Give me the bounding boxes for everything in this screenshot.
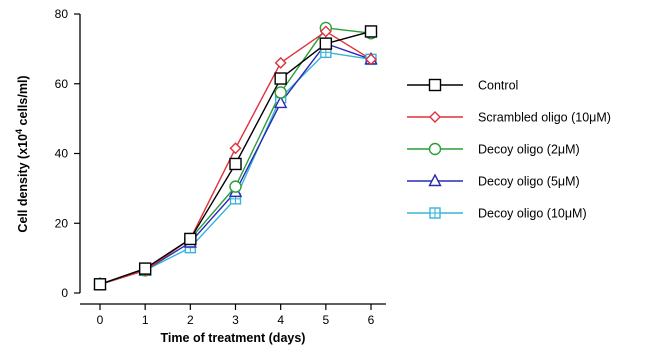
y-axis-title-main: Cell density (x10 [16,134,30,233]
legend-item: Scrambled oligo (10μM) [407,111,611,125]
legend-item: Control [407,79,518,93]
series-lines [99,27,372,285]
x-tick-label: 4 [277,313,284,327]
data-point [319,25,332,38]
legend-item: Decoy oligo (10μM) [407,207,587,221]
legend-label: Scrambled oligo (10μM) [478,111,611,125]
legend: Control Scrambled oligo (10μM) Decoy oligo… [407,79,611,221]
y-tick-label: 60 [55,77,69,91]
y-axis-title-superscript: 4 [14,129,24,134]
data-point [274,95,288,109]
y-tick-label: 40 [55,147,69,161]
legend-marker [429,111,441,123]
y-axis-title-tail: cells/ml) [16,75,30,129]
x-tick-label: 1 [142,313,149,327]
legend-marker [428,173,442,187]
data-point [93,278,107,291]
data-point [184,232,197,246]
legend-marker [429,207,441,219]
legend-label: Decoy oligo (2μM) [478,143,580,157]
data-point [274,72,287,85]
x-tick-label: 6 [368,313,375,327]
x-tick-label: 5 [322,313,329,327]
legend-label: Control [478,79,518,93]
legend-item: Decoy oligo (5μM) [407,173,580,189]
data-point [319,37,333,50]
data-point [365,53,377,66]
x-tick-label: 3 [232,313,239,327]
y-tick-label: 0 [61,286,68,300]
legend-label: Decoy oligo (10μM) [478,207,587,221]
y-tick-label: 20 [55,216,69,230]
legend-item: Decoy oligo (2μM) [407,143,580,157]
data-point [229,142,242,155]
data-point [364,25,378,38]
y-axis-title: Cell density (x104 cells/ml) [14,75,30,232]
legend-marker [428,142,442,156]
data-point [138,262,152,275]
ticks: 0 20 40 60 80 0 1 2 3 4 5 6 [55,7,375,327]
y-tick-label: 80 [55,7,69,21]
x-tick-label: 2 [187,313,194,327]
data-point [274,86,287,99]
data-point [229,157,242,171]
data-point [274,56,287,69]
x-axis-title: Time of treatment (days) [161,331,306,345]
legend-label: Decoy oligo (5μM) [478,175,580,189]
x-tick-label: 0 [97,313,104,327]
legend-marker [428,78,442,92]
data-point [229,180,242,193]
series-line [99,27,372,285]
series-markers [93,21,378,291]
